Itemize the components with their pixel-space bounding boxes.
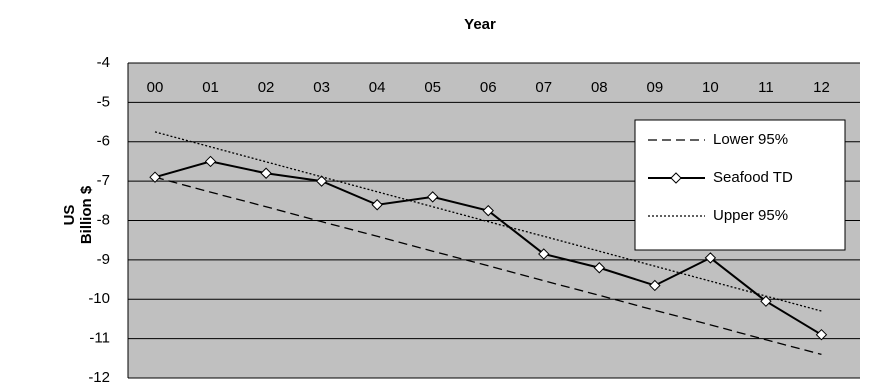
marker — [204, 155, 217, 168]
x-tick-label: 03 — [313, 79, 330, 96]
legend-label: Lower 95% — [713, 131, 788, 148]
series-line — [154, 176, 822, 356]
marker — [593, 262, 606, 274]
x-tick-label: 04 — [369, 79, 386, 96]
x-tick-label: 01 — [202, 79, 219, 96]
x-tick-label: 11 — [758, 79, 774, 96]
marker — [704, 252, 717, 264]
y-tick-label: -12 — [88, 369, 110, 385]
y-axis-label: US Billion $ — [61, 185, 95, 244]
x-tick-label: 00 — [147, 79, 164, 96]
marker — [315, 175, 328, 187]
y-label-line: US — [61, 205, 78, 226]
legend: Lower 95% Seafood TD Upper 95% — [634, 119, 846, 251]
x-tick-label: 09 — [647, 79, 664, 96]
marker — [538, 248, 550, 260]
x-tick-label: 07 — [535, 79, 552, 96]
series-line — [154, 131, 822, 312]
legend-label: Seafood TD — [713, 169, 793, 186]
marker — [426, 191, 439, 203]
y-tick-label: -8 — [97, 211, 110, 228]
marker — [482, 204, 494, 217]
legend-box — [634, 119, 846, 251]
x-tick-label: 12 — [813, 79, 830, 96]
marker — [149, 171, 161, 183]
chart-title: Year — [464, 16, 496, 33]
marker — [670, 172, 682, 184]
y-label-line: Billion $ — [78, 185, 95, 244]
x-tick-label: 06 — [480, 79, 497, 96]
x-tick-label: 05 — [424, 79, 441, 96]
y-tick-label: -6 — [97, 133, 110, 150]
marker — [760, 295, 772, 307]
x-tick-label: 10 — [702, 79, 719, 96]
marker — [815, 328, 828, 341]
y-tick-label: -4 — [97, 54, 110, 71]
y-tick-label: -5 — [97, 93, 110, 110]
y-tick-label: -9 — [97, 251, 110, 268]
y-tick-label: -11 — [89, 330, 110, 347]
marker — [260, 167, 272, 179]
y-tick-label: -10 — [88, 290, 110, 307]
x-tick-label: 08 — [591, 79, 608, 96]
y-tick-label: -7 — [97, 172, 110, 189]
x-tick-label: 02 — [258, 79, 275, 96]
marker — [649, 279, 661, 292]
marker — [371, 199, 383, 211]
legend-label: Upper 95% — [713, 207, 788, 224]
